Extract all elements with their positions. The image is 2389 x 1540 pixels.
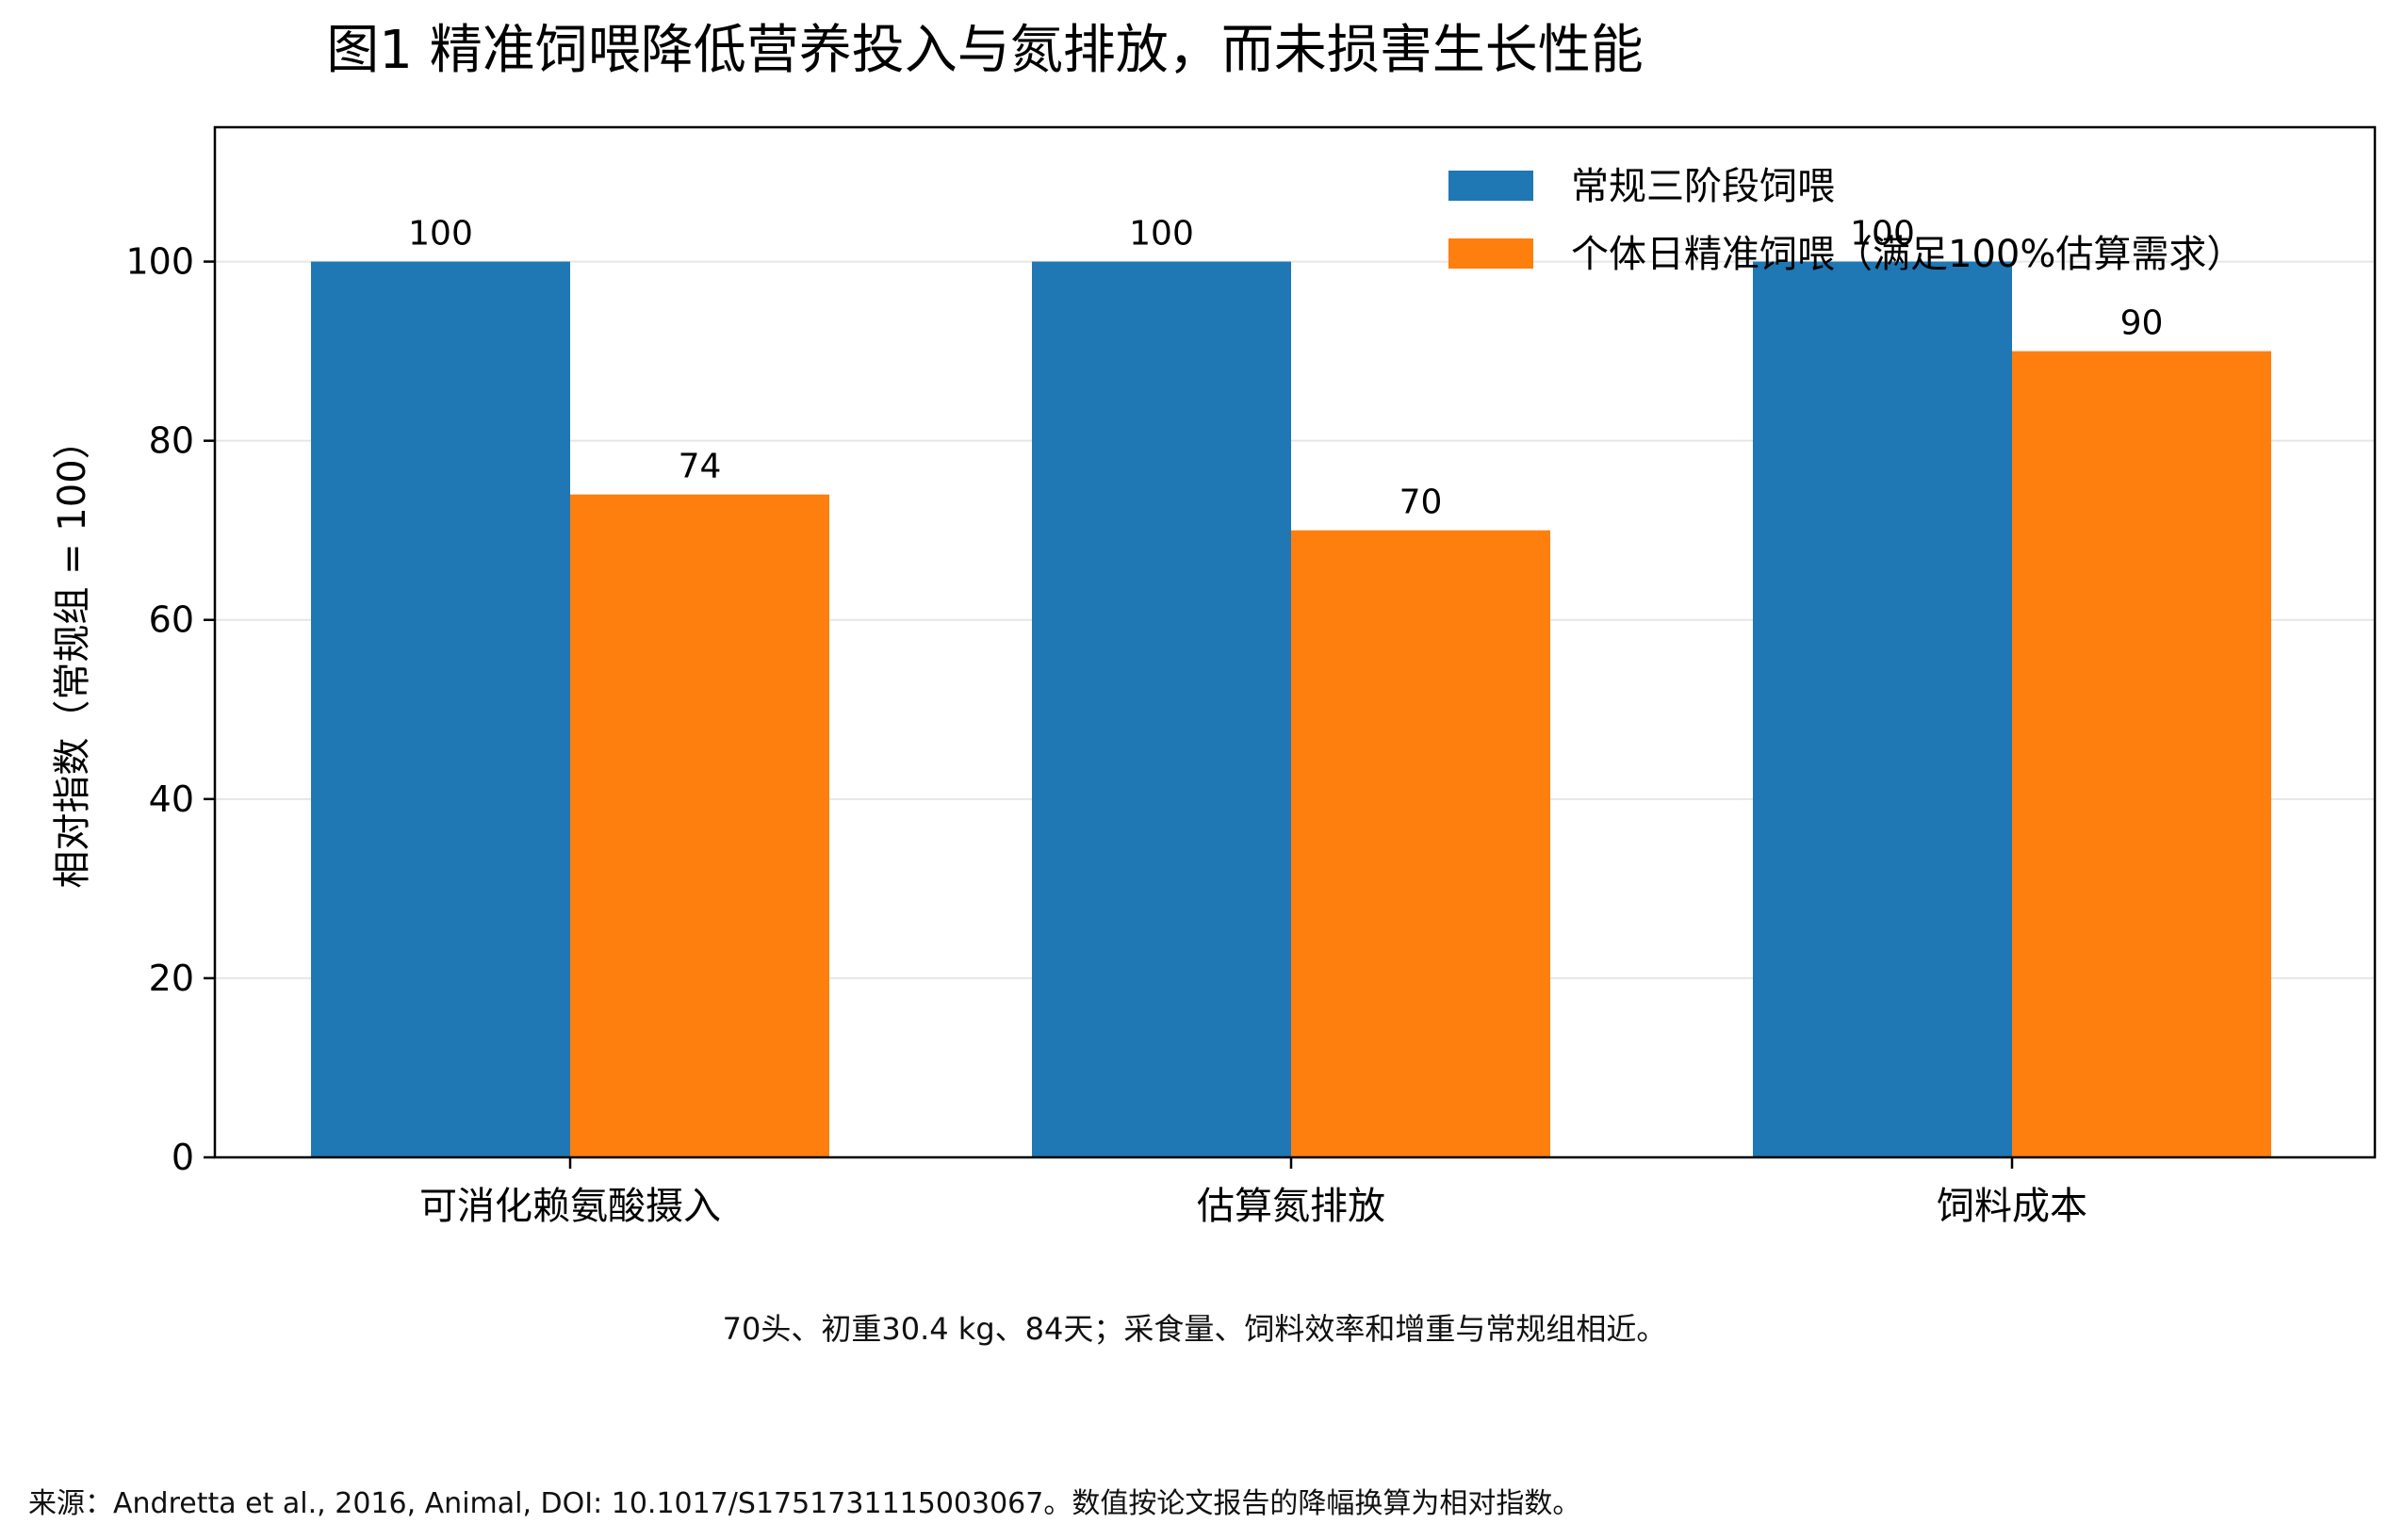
bar-conventional — [1753, 261, 2012, 1158]
y-tick-label: 40 — [149, 778, 194, 820]
plot-frame — [213, 125, 2377, 1159]
source-citation: 来源：Andretta et al., 2016, Animal, DOI: 1… — [28, 1487, 1581, 1520]
y-tick-label: 0 — [172, 1137, 194, 1178]
x-tick-label: 可消化赖氨酸摄入 — [419, 1185, 721, 1228]
legend-swatch-conventional — [1448, 171, 1533, 201]
data-labels: 100 100 100 74 70 90 — [408, 215, 2163, 522]
x-axis: 可消化赖氨酸摄入 估算氮排放 饲料成本 — [419, 1157, 2087, 1228]
bar-conventional — [1032, 261, 1291, 1158]
chart-title: 图1 精准饲喂降低营养投入与氮排放，而未损害生长性能 — [326, 20, 1643, 81]
x-tick-label: 饲料成本 — [1937, 1185, 2087, 1228]
legend-label-precision: 个体日精准饲喂（满足100%估算需求） — [1571, 233, 2244, 276]
bar-precision — [2012, 351, 2271, 1157]
data-label: 100 — [1850, 215, 1915, 254]
legend: 常规三阶段饲喂 个体日精准饲喂（满足100%估算需求） — [1448, 165, 2244, 276]
y-axis-label: 相对指数（常规组 = 100） — [51, 421, 94, 888]
y-tick-label: 60 — [149, 599, 194, 641]
bars — [311, 261, 2271, 1158]
legend-label-conventional: 常规三阶段饲喂 — [1571, 165, 1835, 208]
bar-precision — [570, 494, 829, 1157]
bar-precision — [1291, 530, 1550, 1157]
data-label: 100 — [408, 215, 473, 254]
data-label: 70 — [1399, 483, 1443, 522]
chart-note: 70头、初重30.4 kg、84天；采食量、饲料效率和增重与常规组相近。 — [722, 1311, 1667, 1347]
y-tick-label: 80 — [149, 420, 194, 462]
data-label: 100 — [1129, 215, 1194, 254]
y-tick-label: 100 — [125, 241, 194, 283]
y-tick-label: 20 — [149, 958, 194, 999]
bar-conventional — [311, 261, 570, 1158]
legend-swatch-precision — [1448, 238, 1533, 269]
x-tick-label: 估算氮排放 — [1197, 1185, 1385, 1228]
data-label: 74 — [679, 448, 722, 486]
data-label: 90 — [2120, 304, 2164, 343]
y-axis: 0 20 40 60 80 100 — [125, 241, 215, 1178]
